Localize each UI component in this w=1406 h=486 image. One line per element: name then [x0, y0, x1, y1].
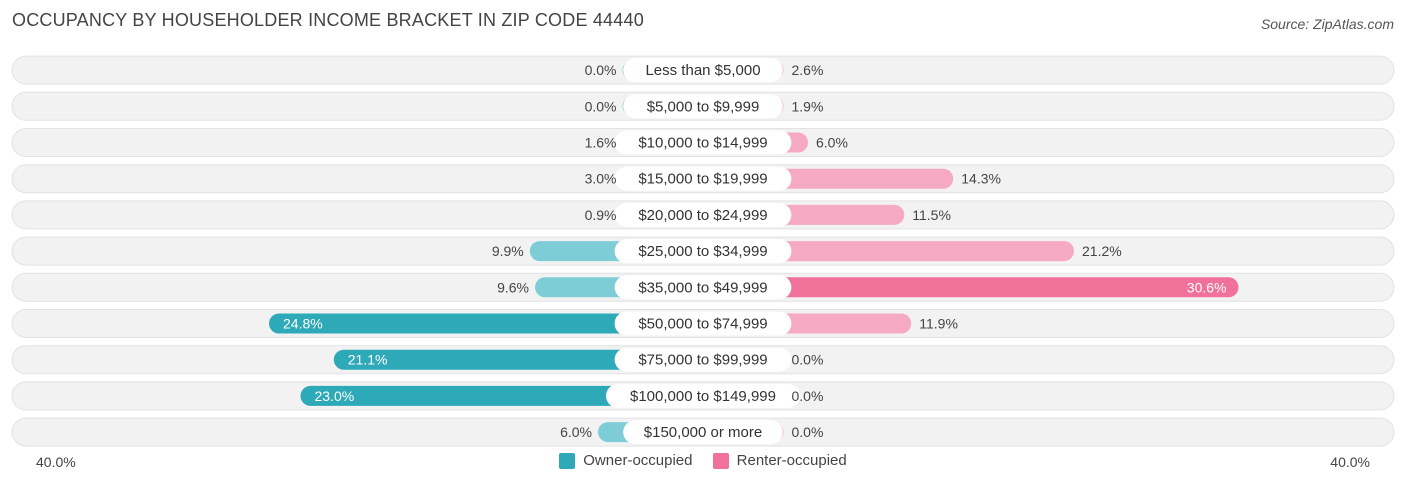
value-label-renter: 0.0% — [792, 388, 824, 404]
value-label-renter: 30.6% — [1187, 279, 1227, 295]
axis-left-label: 40.0% — [36, 454, 76, 470]
category-label: $25,000 to $34,999 — [638, 243, 767, 260]
value-label-renter: 14.3% — [961, 171, 1001, 187]
category-label-background — [614, 130, 792, 155]
bar-renter-occupied — [703, 241, 1074, 262]
row-6: $35,000 to $49,999 9.6% 30.6% — [11, 272, 1395, 302]
row-8: $75,000 to $99,999 21.1% 0.0% — [11, 345, 1395, 375]
diverging-bar-chart: Less than $5,000 0.0% 2.6% $5,000 to $9,999… — [11, 55, 1395, 447]
category-label: Less than $5,000 — [645, 62, 760, 79]
value-label-owner: 3.0% — [585, 171, 617, 187]
legend-item-renter: Renter-occupied — [712, 452, 847, 469]
row-3: $15,000 to $19,999 3.0% 14.3% — [11, 164, 1395, 194]
value-label-owner: 6.0% — [560, 424, 592, 440]
value-label-owner: 9.9% — [492, 243, 524, 259]
category-label: $10,000 to $14,999 — [638, 135, 767, 152]
category-label: $15,000 to $19,999 — [638, 171, 767, 188]
legend-label-renter: Renter-occupied — [736, 452, 847, 469]
category-label: $75,000 to $99,999 — [638, 352, 767, 369]
chart-title: OCCUPANCY BY HOUSEHOLDER INCOME BRACKET … — [12, 10, 644, 30]
legend-item-owner: Owner-occupied — [559, 452, 692, 469]
bar-owner-occupied — [333, 349, 703, 370]
bar-owner-occupied — [269, 313, 703, 334]
category-label: $35,000 to $49,999 — [638, 279, 767, 296]
legend-swatch-renter — [712, 452, 729, 469]
value-label-renter: 11.9% — [919, 316, 958, 332]
value-label-renter: 6.0% — [816, 135, 848, 151]
row-4: $20,000 to $24,999 0.9% 11.5% — [11, 200, 1395, 230]
category-label-background — [614, 202, 792, 227]
axis-right-label: 40.0% — [1330, 454, 1370, 470]
row-0: Less than $5,000 0.0% 2.6% — [11, 55, 1395, 85]
category-label: $5,000 to $9,999 — [647, 98, 760, 115]
value-label-renter: 0.0% — [792, 424, 824, 440]
legend-swatch-owner — [559, 452, 576, 469]
row-5: $25,000 to $34,999 9.9% 21.2% — [11, 236, 1395, 266]
value-label-renter: 21.2% — [1082, 243, 1122, 259]
category-label-background — [614, 275, 792, 300]
value-label-owner: 0.0% — [585, 62, 617, 78]
row-1: $5,000 to $9,999 0.0% 1.9% — [11, 91, 1395, 121]
row-9: $100,000 to $149,999 23.0% 0.0% — [11, 381, 1395, 411]
category-label-background — [623, 94, 783, 119]
value-label-renter: 11.5% — [912, 207, 951, 223]
value-label-owner: 24.8% — [283, 316, 323, 332]
category-label: $150,000 or more — [644, 424, 762, 441]
legend-label-owner: Owner-occupied — [583, 452, 693, 469]
category-label-background — [606, 383, 800, 408]
category-label: $20,000 to $24,999 — [638, 207, 767, 224]
value-label-owner: 0.9% — [585, 207, 617, 223]
category-label-background — [623, 58, 783, 83]
category-label: $50,000 to $74,999 — [638, 316, 767, 333]
category-label-background — [614, 311, 792, 336]
bar-renter-occupied — [703, 277, 1239, 298]
row-10: $150,000 or more 6.0% 0.0% — [11, 417, 1395, 447]
value-label-owner: 0.0% — [585, 98, 617, 114]
category-label-background — [614, 166, 792, 191]
row-2: $10,000 to $14,999 1.6% 6.0% — [11, 128, 1395, 157]
value-label-renter: 2.6% — [792, 62, 824, 78]
value-label-owner: 23.0% — [315, 388, 355, 404]
row-7: $50,000 to $74,999 24.8% 11.9% — [11, 309, 1395, 338]
value-label-owner: 21.1% — [348, 352, 388, 368]
category-label: $100,000 to $149,999 — [630, 388, 776, 405]
value-label-renter: 0.0% — [792, 352, 824, 368]
bar-owner-occupied — [300, 385, 703, 406]
legend: Owner-occupied Renter-occupied — [0, 452, 1406, 473]
value-label-renter: 1.9% — [792, 98, 824, 114]
value-label-owner: 1.6% — [585, 135, 617, 151]
category-label-background — [614, 347, 792, 372]
category-label-background — [623, 420, 783, 445]
value-label-owner: 9.6% — [497, 279, 529, 295]
chart-source: Source: ZipAtlas.com — [1260, 16, 1394, 32]
category-label-background — [614, 239, 792, 264]
